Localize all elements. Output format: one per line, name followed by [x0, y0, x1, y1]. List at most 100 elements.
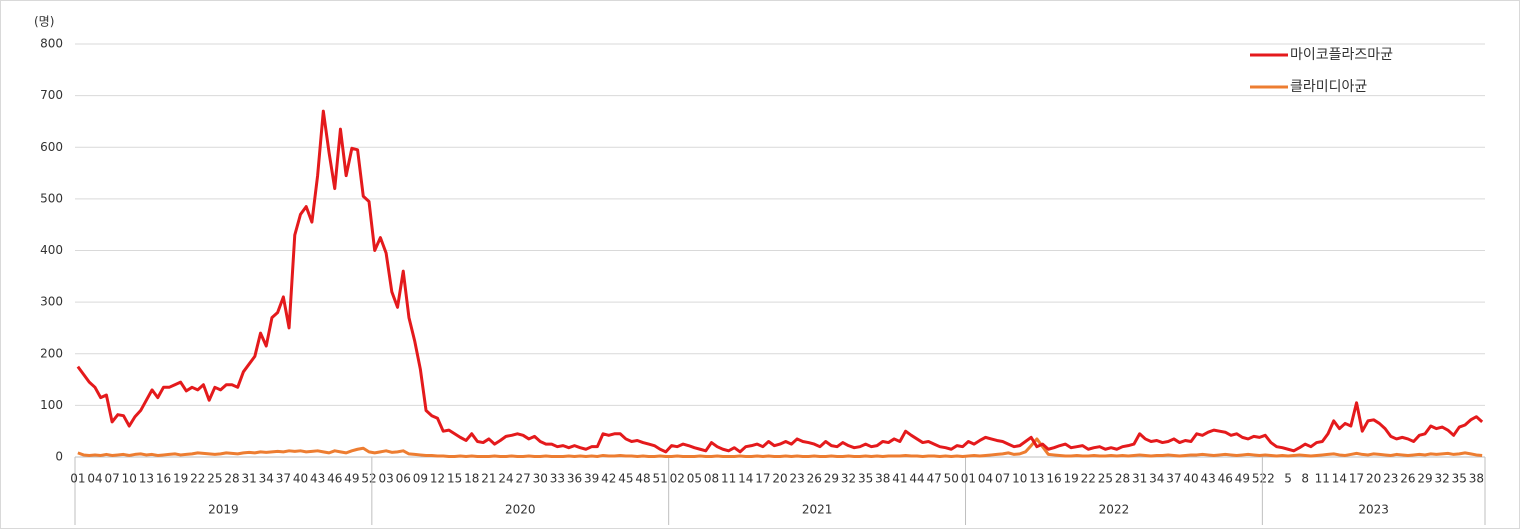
x-tick-label: 45 [618, 472, 633, 486]
y-tick-label: 700 [40, 88, 63, 102]
x-tick-label: 01 [70, 472, 85, 486]
x-tick-label: 37 [1166, 472, 1181, 486]
x-tick-label: 39 [584, 472, 599, 486]
year-label: 2020 [505, 503, 536, 517]
x-tick-label: 17 [1349, 472, 1364, 486]
x-tick-label: 33 [550, 472, 565, 486]
x-tick-label: 28 [1115, 472, 1130, 486]
x-tick-label: 41 [892, 472, 907, 486]
x-tick-label: 38 [875, 472, 890, 486]
x-tick-label: 04 [978, 472, 993, 486]
y-tick-label: 0 [55, 450, 63, 464]
x-tick-label: 31 [241, 472, 256, 486]
year-label: 2022 [1099, 503, 1130, 517]
y-tick-label: 300 [40, 295, 63, 309]
x-tick-label: 16 [156, 472, 171, 486]
x-tick-label: 23 [789, 472, 804, 486]
x-tick-label: 20 [1366, 472, 1381, 486]
x-tick-label: 26 [1400, 472, 1415, 486]
x-tick-label: 46 [1218, 472, 1233, 486]
x-tick-label: 22 [1081, 472, 1096, 486]
x-tick-label: 11 [721, 472, 736, 486]
x-tick-label: 21 [481, 472, 496, 486]
x-tick-label: 19 [1063, 472, 1078, 486]
x-tick-label: 29 [1417, 472, 1432, 486]
series-line [76, 109, 1484, 454]
y-tick-label: 600 [40, 140, 63, 154]
y-tick-label: 400 [40, 243, 63, 257]
x-tick-label: 48 [635, 472, 650, 486]
legend-label: 클라미디아균 [1290, 79, 1367, 95]
x-tick-label: 32 [1435, 472, 1450, 486]
x-tick-label: 16 [1046, 472, 1061, 486]
x-tick-label: 8 [1301, 472, 1309, 486]
y-tick-label: 100 [40, 398, 63, 412]
x-tick-label: 37 [276, 472, 291, 486]
x-tick-label: 49 [1235, 472, 1250, 486]
x-tick-label: 04 [87, 472, 102, 486]
x-tick-label: 44 [909, 472, 924, 486]
x-tick-label: 20 [772, 472, 787, 486]
x-tick-label: 13 [139, 472, 154, 486]
x-tick-label: 14 [738, 472, 753, 486]
x-tick-label: 30 [533, 472, 548, 486]
year-label: 2019 [208, 503, 239, 517]
x-tick-label: 07 [995, 472, 1010, 486]
x-tick-label: 10 [122, 472, 137, 486]
x-tick-label: 43 [310, 472, 325, 486]
x-tick-label: 19 [173, 472, 188, 486]
x-tick-label: 34 [1149, 472, 1164, 486]
x-tick-label: 50 [944, 472, 959, 486]
year-label: 2023 [1358, 503, 1389, 517]
x-tick-label: 09 [413, 472, 428, 486]
series-line [77, 437, 1483, 458]
x-tick-label: 49 [344, 472, 359, 486]
x-tick-label: 11 [1315, 472, 1330, 486]
y-tick-label: 500 [40, 191, 63, 205]
x-tick-label: 15 [447, 472, 462, 486]
x-tick-label: 43 [1200, 472, 1215, 486]
x-tick-label: 13 [1029, 472, 1044, 486]
x-tick-label: 25 [207, 472, 222, 486]
x-tick-label: 36 [567, 472, 582, 486]
x-tick-label: 06 [396, 472, 411, 486]
x-tick-label: 07 [104, 472, 119, 486]
x-tick-label: 35 [858, 472, 873, 486]
x-tick-label: 47 [926, 472, 941, 486]
x-tick-label: 29 [824, 472, 839, 486]
x-tick-label: 25 [1098, 472, 1113, 486]
x-tick-label: 52 [1252, 472, 1267, 486]
x-tick-label: 26 [807, 472, 822, 486]
x-tick-label: 32 [841, 472, 856, 486]
x-tick-label: 28 [224, 472, 239, 486]
x-tick-label: 02 [670, 472, 685, 486]
x-tick-label: 52 [361, 472, 376, 486]
x-tick-label: 14 [1332, 472, 1347, 486]
x-tick-label: 22 [190, 472, 205, 486]
x-tick-label: 23 [1383, 472, 1398, 486]
x-tick-label: 10 [1012, 472, 1027, 486]
x-tick-label: 35 [1452, 472, 1467, 486]
x-tick-label: 46 [327, 472, 342, 486]
x-tick-label: 01 [961, 472, 976, 486]
x-tick-label: 40 [293, 472, 308, 486]
x-tick-label: 17 [755, 472, 770, 486]
y-tick-label: 200 [40, 346, 63, 360]
x-tick-label: 31 [1132, 472, 1147, 486]
x-tick-label: 5 [1284, 472, 1292, 486]
year-label: 2021 [802, 503, 833, 517]
y-tick-label: 800 [40, 37, 63, 51]
x-tick-label: 42 [601, 472, 616, 486]
legend-label: 마이코플라즈마균 [1290, 47, 1393, 63]
x-tick-label: 27 [515, 472, 530, 486]
x-tick-label: 51 [652, 472, 667, 486]
x-tick-label: 40 [1183, 472, 1198, 486]
x-tick-label: 38 [1469, 472, 1484, 486]
x-tick-label: 18 [464, 472, 479, 486]
x-tick-label: 08 [704, 472, 719, 486]
y-unit: (명) [34, 15, 54, 29]
x-tick-label: 34 [259, 472, 274, 486]
x-tick-label: 12 [430, 472, 445, 486]
x-tick-label: 24 [498, 472, 513, 486]
